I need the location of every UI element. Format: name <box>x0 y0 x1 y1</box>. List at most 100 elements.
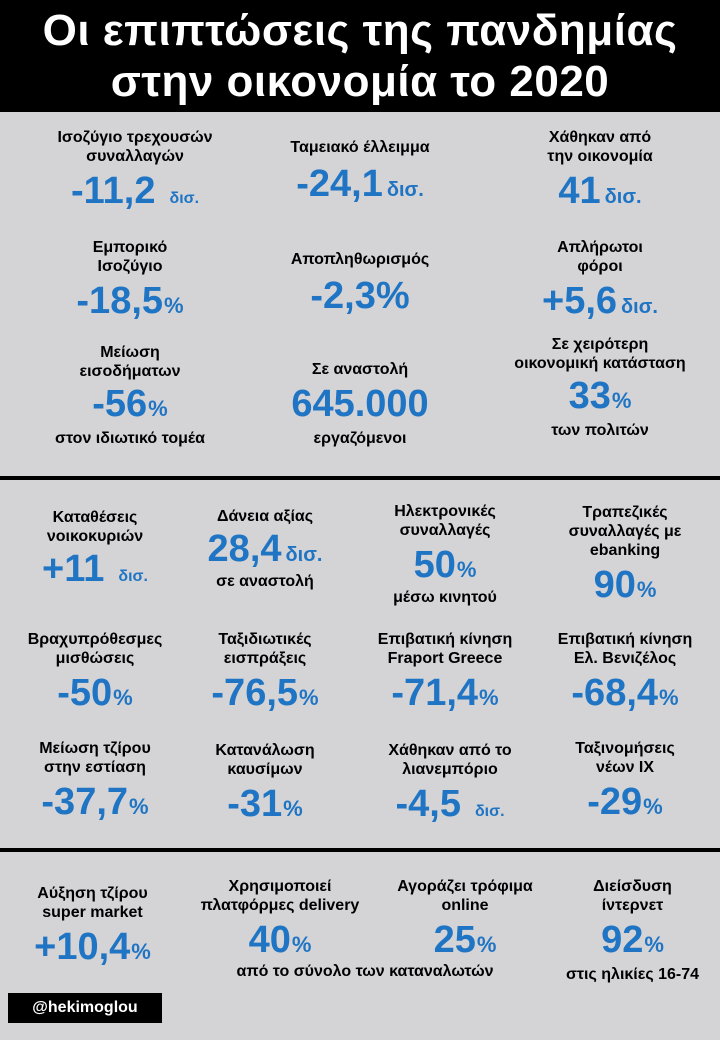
stat-label: Αγοράζει τρόφιμα <box>397 878 533 895</box>
stat-label: Αποπληθωρισμός <box>290 251 430 268</box>
stat-sub: εργαζόμενοι <box>313 430 407 447</box>
stat-value: 40% <box>248 919 312 961</box>
stat-label: Διείσδυση <box>593 878 672 895</box>
stat-value: -50% <box>57 672 133 714</box>
stat-trade-balance: Εμπορικό Ισοζύγιο -18,5% <box>30 238 230 320</box>
stat-value: -2,3% <box>310 275 410 317</box>
stat-value: -24,1 δισ. <box>296 163 424 205</box>
stat-unpaid-taxes: Απλήρωτοι φόροι +5,6 δισ. <box>500 238 700 320</box>
stat-label: Ισοζύγιο τρεχουσών <box>57 129 213 146</box>
stat-label: την οικονομία <box>547 148 653 165</box>
stat-value: +5,6 δισ. <box>542 280 658 322</box>
shared-sub-consumers: από το σύνολο των καταναλωτών <box>236 963 494 980</box>
stat-value: -4,5 δισ. <box>395 783 505 825</box>
stat-label: νοικοκυριών <box>46 528 144 545</box>
stat-label: Βραχυπρόθεσμες <box>27 631 163 648</box>
stat-label: ebanking <box>589 542 661 559</box>
stat-travel-receipts: Ταξιδιωτικές εισπράξεις -76,5% <box>185 630 345 712</box>
stat-label: Ελ. Βενιζέλος <box>573 650 677 667</box>
stat-label: Ηλεκτρονικές <box>394 503 496 520</box>
stat-value: 25% <box>433 919 497 961</box>
stat-sub: στις ηλικίες 16-74 <box>565 966 700 983</box>
stat-label: πλατφόρμες delivery <box>200 897 360 914</box>
stat-value: 28,4 δισ. <box>207 528 323 570</box>
stat-internet-penetration: Διείσδυση ίντερνετ 92% στις ηλικίες 16-7… <box>550 877 715 984</box>
stat-label: Επιβατική κίνηση <box>377 631 513 648</box>
stat-label: καυσίμων <box>227 761 303 778</box>
stat-label: Σε χειρότερη <box>551 336 649 353</box>
stat-label: νέων ΙΧ <box>595 759 655 776</box>
stat-value: -11,2 δισ. <box>70 170 200 212</box>
stat-label: Αύξηση τζίρου <box>37 885 148 902</box>
stat-value: -29% <box>587 781 663 823</box>
stat-lost-from-economy: Χάθηκαν από την οικονομία 41 δισ. <box>500 128 700 210</box>
stat-cash-deficit: Ταμειακό έλλειμμα -24,1 δισ. <box>260 138 460 203</box>
stat-ebanking: Τραπεζικές συναλλαγές με ebanking 90% <box>535 503 715 604</box>
stat-sub: μέσω κινητού <box>393 589 497 606</box>
stat-value: 33% <box>568 375 632 417</box>
stat-label: Εμπορικό <box>92 239 168 256</box>
stat-value: 50% <box>413 544 477 586</box>
stat-worse-financial: Σε χειρότερη οικονομική κατάσταση 33% τω… <box>485 335 715 440</box>
section-divider <box>0 848 720 852</box>
stat-value: +10,4% <box>34 926 151 968</box>
title-line-1: Οι επιπτώσεις της πανδημίας <box>42 6 678 55</box>
stat-sub: στον ιδιωτικό τομέα <box>55 430 205 447</box>
stat-restaurant-turnover: Μείωση τζίρου στην εστίαση -37,7% <box>10 739 180 821</box>
stat-value: -31% <box>227 783 303 825</box>
stat-new-car-registrations: Ταξινομήσεις νέων ΙΧ -29% <box>545 739 705 821</box>
stat-label: συναλλαγές <box>399 522 491 539</box>
stat-venizelos-traffic: Επιβατική κίνηση Ελ. Βενιζέλος -68,4% <box>535 630 715 712</box>
stat-fraport-traffic: Επιβατική κίνηση Fraport Greece -71,4% <box>360 630 530 712</box>
stat-label: Καταθέσεις <box>52 509 138 526</box>
stat-supermarket-turnover: Αύξηση τζίρου super market +10,4% <box>5 884 180 966</box>
stat-value: 90% <box>593 564 657 606</box>
stat-fuel-consumption: Κατανάλωση καυσίμων -31% <box>190 741 340 823</box>
stat-label: Χρησιμοποιεί <box>228 878 332 895</box>
stat-deflation: Αποπληθωρισμός -2,3% <box>265 250 455 315</box>
stat-label: online <box>441 897 489 914</box>
stat-current-account: Ισοζύγιο τρεχουσών συναλλαγών -11,2 δισ. <box>30 128 240 210</box>
stat-suspended-workers: Σε αναστολή 645.000 εργαζόμενοι <box>260 360 460 448</box>
stat-label: super market <box>42 904 143 921</box>
stat-retail-loss: Χάθηκαν από το λιανεμπόριο -4,5 δισ. <box>365 741 535 823</box>
stat-sub: σε αναστολή <box>216 573 314 590</box>
stat-label: ίντερνετ <box>601 897 664 914</box>
stat-label: συναλλαγές με <box>568 523 682 540</box>
stat-label: Ισοζύγιο <box>97 258 163 275</box>
author-credit: @hekimoglou <box>8 993 162 1023</box>
stat-value: -56% <box>92 383 168 425</box>
stat-label: μισθώσεις <box>55 650 135 667</box>
stat-income-reduction: Μείωση εισοδήματων -56% στον ιδιωτικό το… <box>25 343 235 448</box>
stat-label: συναλλαγών <box>86 148 184 165</box>
stat-label: Ταξιδιωτικές <box>218 631 312 648</box>
stat-value: -18,5% <box>76 280 184 322</box>
stat-label: Τραπεζικές <box>582 504 668 521</box>
stat-label: Μείωση τζίρου <box>39 740 151 757</box>
stat-household-deposits: Καταθέσεις νοικοκυριών +11 δισ. <box>10 508 180 588</box>
title-line-2: στην οικονομία το 2020 <box>110 57 610 106</box>
stat-short-term-leases: Βραχυπρόθεσμες μισθώσεις -50% <box>5 630 185 712</box>
stat-value: -71,4% <box>391 672 499 714</box>
stat-label: λιανεμπόριο <box>402 761 498 778</box>
stat-electronic-transactions: Ηλεκτρονικές συναλλαγές 50% μέσω κινητού <box>360 502 530 607</box>
stat-label: Fraport Greece <box>387 650 503 667</box>
section-divider <box>0 476 720 480</box>
stat-delivery-platforms: Χρησιμοποιεί πλατφόρμες delivery 40% <box>180 877 380 959</box>
header-banner: Οι επιπτώσεις της πανδημίας στην οικονομ… <box>0 0 720 112</box>
stat-label: εισπράξεις <box>223 650 307 667</box>
stat-label: Δάνεια αξίας <box>216 508 314 525</box>
stat-food-online: Αγοράζει τρόφιμα online 25% <box>380 877 550 959</box>
stat-label: Σε αναστολή <box>311 361 409 378</box>
stat-label: Απλήρωτοι <box>557 239 643 256</box>
stat-sub: των πολιτών <box>551 422 649 439</box>
stat-value: 645.000 <box>291 383 429 425</box>
stat-value: 92% <box>601 919 664 961</box>
stat-label: Χάθηκαν από <box>548 129 652 146</box>
stat-value: 41 δισ. <box>558 170 642 212</box>
stat-label: οικονομική κατάσταση <box>514 355 686 372</box>
stat-value: -76,5% <box>211 672 319 714</box>
stat-suspended-loans: Δάνεια αξίας 28,4 δισ. σε αναστολή <box>185 507 345 591</box>
stat-label: Χάθηκαν από το <box>388 742 512 759</box>
stat-value: -68,4% <box>571 672 679 714</box>
